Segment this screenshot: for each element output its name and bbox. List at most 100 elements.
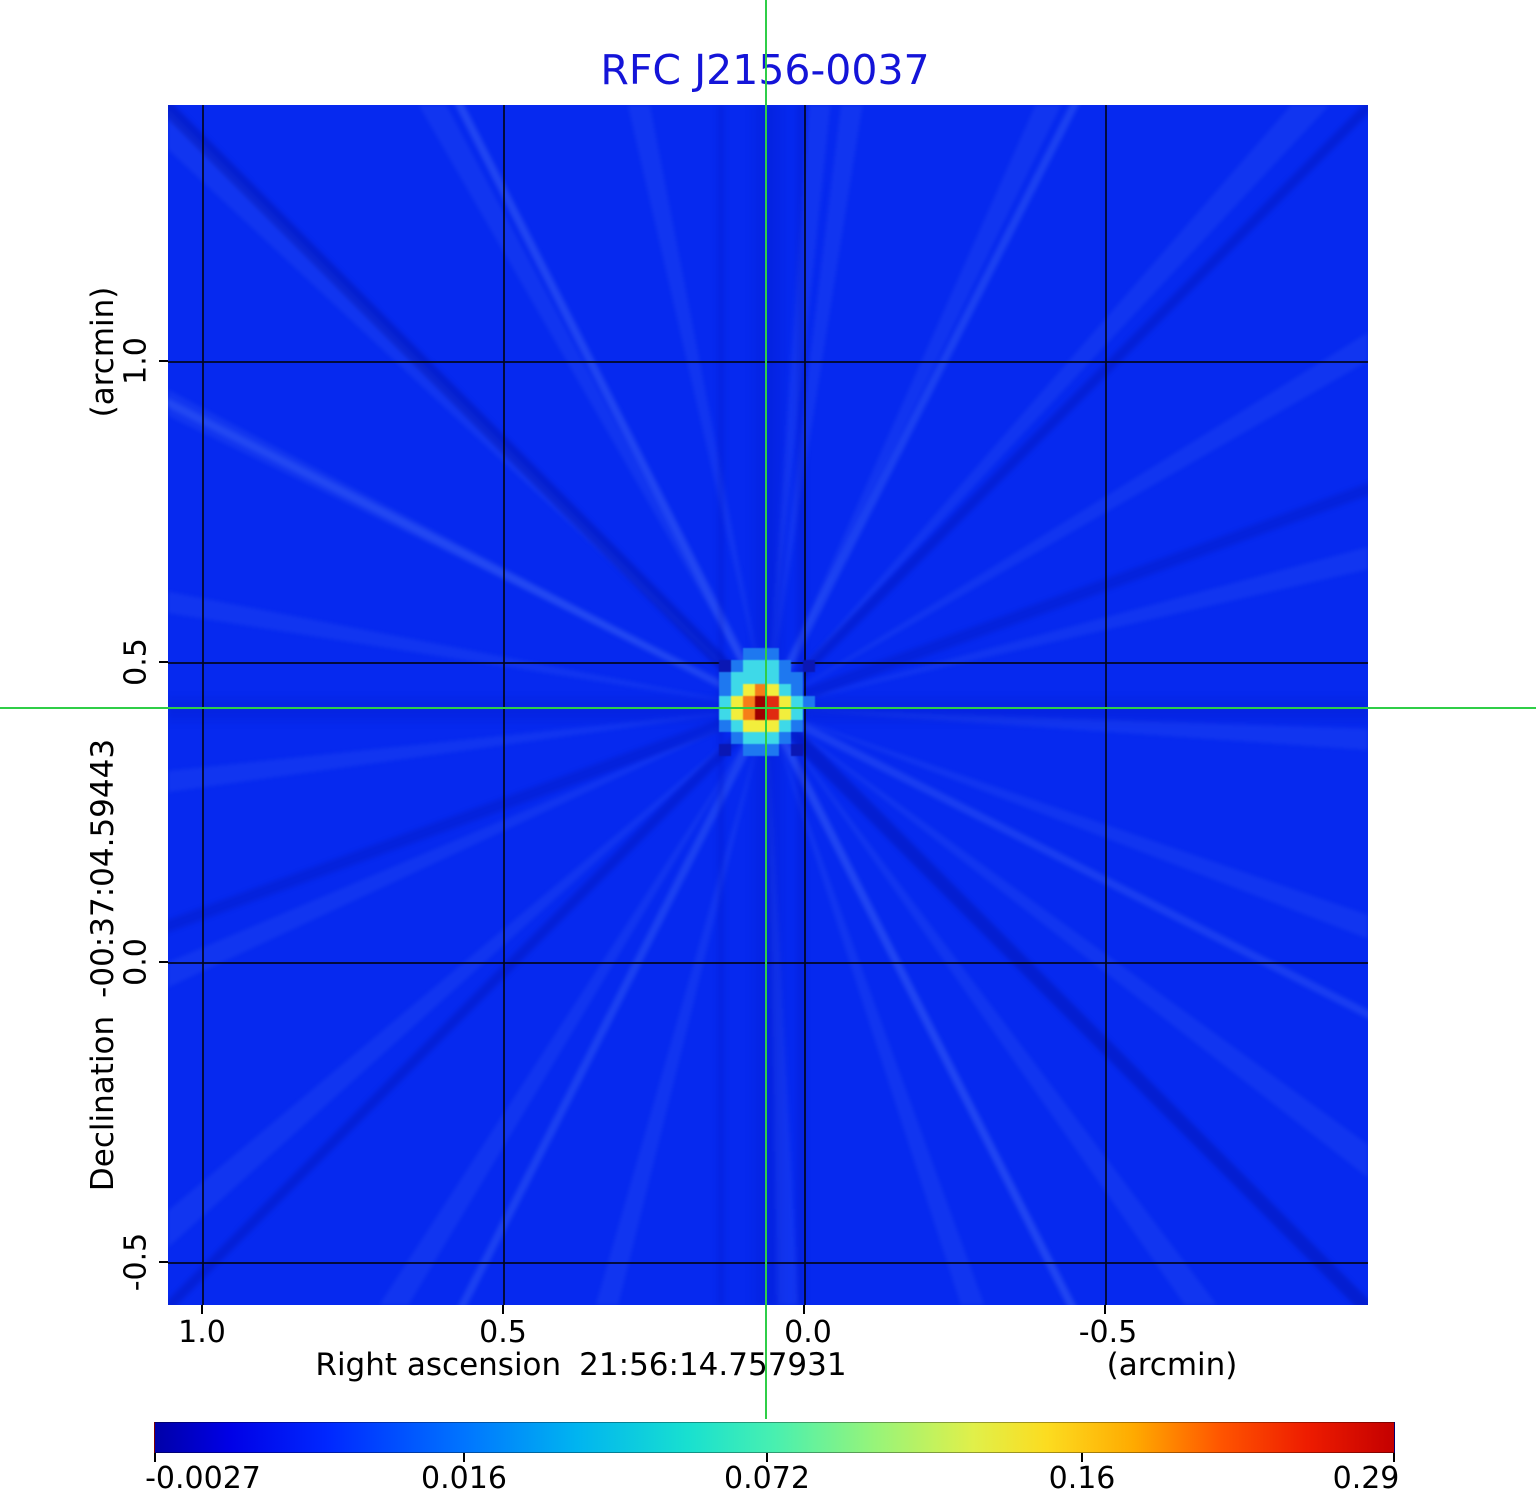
source-pixel bbox=[767, 696, 779, 708]
x-axis-label-text: Right ascension bbox=[315, 1347, 562, 1383]
source-pixel bbox=[743, 720, 755, 732]
source-pixel bbox=[755, 708, 767, 720]
sky-map-image bbox=[168, 105, 1368, 1305]
source-pixel bbox=[719, 660, 731, 672]
x-axis-unit: (arcmin) bbox=[1106, 1347, 1238, 1383]
y-tick-mark bbox=[159, 1261, 168, 1263]
source-pixel bbox=[779, 684, 791, 696]
source-pixel bbox=[791, 708, 803, 720]
y-tick-label: 1.0 bbox=[118, 337, 154, 385]
colorbar-tick-label: 0.29 bbox=[1332, 1461, 1400, 1496]
colorbar-tick-label: 0.016 bbox=[421, 1461, 507, 1496]
source-pixel bbox=[719, 720, 731, 732]
source-pixel bbox=[743, 696, 755, 708]
source-pixel bbox=[755, 684, 767, 696]
source-pixel bbox=[767, 720, 779, 732]
source-pixel bbox=[779, 720, 791, 732]
y-axis-label-text: Declination bbox=[85, 1015, 121, 1192]
source-pixel bbox=[755, 732, 767, 744]
source-pixel bbox=[779, 660, 791, 672]
x-tick-label: 1.0 bbox=[178, 1315, 226, 1350]
source-pixel bbox=[791, 720, 803, 732]
source-pixel bbox=[779, 672, 791, 684]
source-pixel bbox=[731, 696, 743, 708]
source-pixel bbox=[731, 732, 743, 744]
colorbar-tick-label: 0.072 bbox=[724, 1461, 810, 1496]
source-pixel bbox=[755, 696, 767, 708]
y-axis-coordinate: -00:37:04.59443 bbox=[85, 738, 121, 998]
source-pixel bbox=[779, 732, 791, 744]
colorbar-tick-mark bbox=[766, 1453, 768, 1462]
source-pixel bbox=[755, 648, 767, 660]
source-pixel bbox=[743, 708, 755, 720]
source-pixel bbox=[767, 672, 779, 684]
source-pixel bbox=[791, 696, 803, 708]
source-pixel bbox=[731, 708, 743, 720]
y-tick-label: 0.5 bbox=[118, 638, 154, 686]
source-pixel bbox=[791, 672, 803, 684]
source-pixel bbox=[755, 744, 767, 756]
source-pixel bbox=[743, 672, 755, 684]
gridline-ra-0.5 bbox=[503, 105, 505, 1305]
source-pixel bbox=[719, 696, 731, 708]
y-axis-label: Declination -00:37:04.59443 bbox=[85, 739, 121, 1191]
gridline-dec-1.0 bbox=[168, 361, 1368, 363]
source-pixel bbox=[719, 672, 731, 684]
source-pixel bbox=[743, 684, 755, 696]
source-pixel bbox=[755, 660, 767, 672]
colorbar-tick-mark bbox=[154, 1453, 156, 1462]
x-tick-label: 0.5 bbox=[479, 1315, 527, 1350]
gridline-ra--0.5 bbox=[1105, 105, 1107, 1305]
gridline-ra-1.0 bbox=[202, 105, 204, 1305]
x-tick-mark bbox=[201, 1305, 203, 1314]
x-tick-mark bbox=[803, 1305, 805, 1314]
gridline-dec-0.0 bbox=[168, 962, 1368, 964]
source-pixel bbox=[719, 684, 731, 696]
colorbar-tick-mark bbox=[1081, 1453, 1083, 1462]
source-pixel bbox=[791, 684, 803, 696]
crosshair-horizontal-line bbox=[0, 707, 1536, 709]
source-pixel bbox=[767, 744, 779, 756]
colorbar-tick-label: -0.0027 bbox=[145, 1461, 261, 1496]
x-tick-mark bbox=[1104, 1305, 1106, 1314]
source-pixel bbox=[755, 672, 767, 684]
source-pixel bbox=[791, 744, 803, 756]
source-pixel bbox=[743, 660, 755, 672]
source-pixel bbox=[767, 660, 779, 672]
source-pixel bbox=[767, 648, 779, 660]
y-axis-unit: (arcmin) bbox=[85, 286, 121, 418]
x-tick-mark bbox=[502, 1305, 504, 1314]
x-axis-coordinate: 21:56:14.757931 bbox=[579, 1347, 847, 1383]
source-pixel bbox=[779, 708, 791, 720]
source-pixel bbox=[731, 660, 743, 672]
source-pixel bbox=[743, 648, 755, 660]
colorbar-tick-label: 0.16 bbox=[1048, 1461, 1116, 1496]
y-tick-label: 0.0 bbox=[118, 938, 154, 986]
source-pixel bbox=[803, 660, 815, 672]
x-tick-label: -0.5 bbox=[1078, 1315, 1138, 1350]
source-pixel bbox=[731, 684, 743, 696]
colorbar-tick-mark bbox=[463, 1453, 465, 1462]
source-pixel bbox=[767, 684, 779, 696]
source-pixel bbox=[719, 708, 731, 720]
colorbar bbox=[154, 1422, 1395, 1453]
x-tick-label: 0.0 bbox=[784, 1315, 832, 1350]
gridline-dec--0.5 bbox=[168, 1262, 1368, 1264]
y-tick-mark bbox=[159, 961, 168, 963]
y-tick-label: -0.5 bbox=[118, 1232, 154, 1292]
source-pixel bbox=[767, 732, 779, 744]
source-pixel bbox=[731, 720, 743, 732]
y-tick-mark bbox=[159, 360, 168, 362]
source-pixel bbox=[731, 672, 743, 684]
source-pixel bbox=[779, 696, 791, 708]
source-pixel bbox=[755, 720, 767, 732]
source-pixel bbox=[767, 708, 779, 720]
x-axis-label: Right ascension 21:56:14.757931 bbox=[315, 1347, 846, 1383]
colorbar-tick-mark bbox=[1393, 1453, 1395, 1462]
source-pixel bbox=[719, 744, 731, 756]
source-pixel bbox=[803, 696, 815, 708]
source-pixel bbox=[743, 744, 755, 756]
source-pixel bbox=[743, 732, 755, 744]
crosshair-vertical-line bbox=[765, 0, 767, 1419]
